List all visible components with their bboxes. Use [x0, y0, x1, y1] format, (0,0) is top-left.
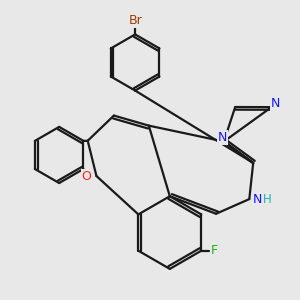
Text: N: N: [253, 193, 262, 206]
Text: F: F: [210, 244, 218, 257]
Text: O: O: [82, 169, 92, 182]
Text: N: N: [218, 131, 227, 144]
Text: Br: Br: [128, 14, 142, 27]
Text: H: H: [263, 193, 272, 206]
Text: N: N: [271, 97, 280, 110]
